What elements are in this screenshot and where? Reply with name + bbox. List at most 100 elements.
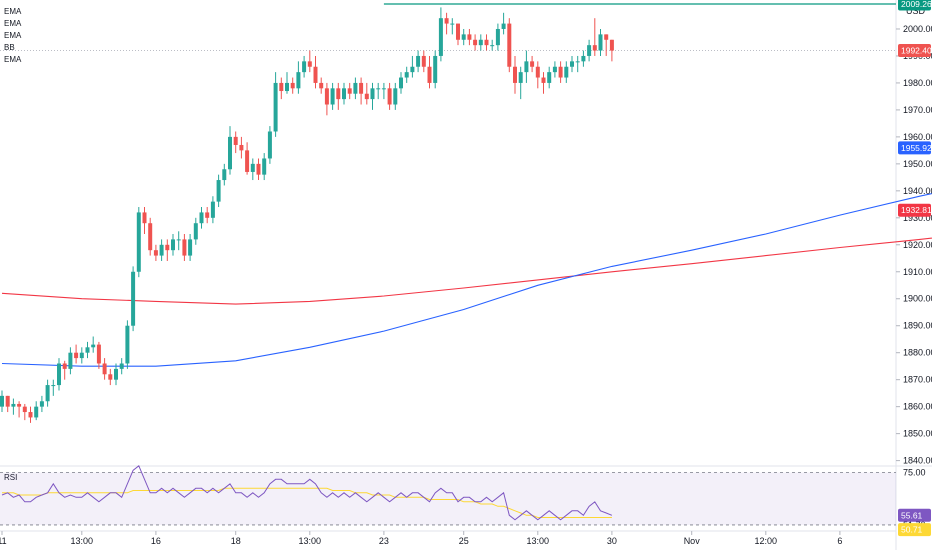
last-price-badge-text: 1992.40 [901,46,932,56]
rsi-band [0,472,896,526]
indicator-label[interactable]: EMA [4,31,22,40]
candle [461,28,466,46]
candle-body [552,66,557,73]
indicator-label[interactable]: BB [4,43,15,52]
candle [609,39,614,62]
price-tick-label: 1980.00 [903,78,932,88]
ema-blue-line [1,192,932,367]
candle-body [467,34,472,40]
rsi-layer [1,465,613,521]
candle [410,55,415,78]
candle-body [193,223,198,240]
candle [57,358,61,391]
candle [102,358,107,380]
time-tick-label: 6 [837,536,842,546]
candle-body [547,72,552,83]
candle-body [5,395,10,407]
candle [421,50,426,73]
indicator-legend: EMA EMA EMA BB EMA [4,7,22,64]
candles [0,7,614,423]
candle [393,82,398,110]
candle-body [216,180,221,202]
candle [564,61,569,83]
candle-body [62,363,67,369]
candle [592,18,597,56]
candle [552,61,557,78]
candle-body [188,239,193,256]
candle [45,379,50,407]
candle [267,126,272,164]
candle [290,77,295,94]
candle-body [131,271,136,326]
candle [450,18,455,35]
candle-body [444,18,449,24]
rsi-ma-badge-bg [898,523,931,537]
indicator-label[interactable]: EMA [4,19,22,28]
candle-body [114,368,118,380]
candle-body [210,201,215,218]
candle-body [364,93,369,100]
candle [438,7,443,62]
candle-body [136,212,141,272]
rsi-ma-badge-text: 50.71 [901,525,923,535]
time-tick-label: 12:00 [755,536,778,546]
price-tick-label: 1920.00 [903,240,932,250]
candle-body [609,39,614,51]
last-price-badge: 1992.40 [898,44,932,58]
candle [495,23,500,51]
price-tick-label: 1840.00 [903,456,932,466]
candle-body [524,61,529,73]
candle [233,131,238,154]
candle-body [222,169,227,181]
candle [376,82,381,100]
price-tick-label: 1870.00 [903,375,932,385]
candle-body [592,45,597,51]
indicator-label[interactable]: EMA [4,55,22,64]
candle [256,158,261,181]
candle [22,403,27,421]
candle-body [182,239,187,256]
candle [381,82,386,100]
candle-body [604,34,609,40]
indicator-label[interactable]: EMA [4,7,22,16]
candle [91,336,96,353]
time-tick-label: Nov [684,536,701,546]
candle-body [17,403,22,407]
candle [159,239,164,261]
candle-body [404,72,409,78]
candle [39,395,44,413]
candle-body [250,163,255,172]
candle-body [239,144,244,151]
candle-body [153,250,158,256]
candle [404,66,409,83]
price-tick-label: 2000.00 [903,24,932,34]
candle-body [461,34,466,40]
candle-body [478,39,483,46]
candle-body [165,244,170,251]
candle [182,234,187,261]
candle [188,234,193,261]
candle-body [267,131,272,159]
candle [262,153,267,181]
candle-body [279,82,284,92]
candle-body [399,77,403,89]
candle [416,50,421,73]
candle [501,12,506,35]
rsi-pane-label[interactable]: RSI [4,473,17,482]
rsi-line [1,465,613,521]
candle [125,320,130,369]
candle [313,55,318,89]
candle [245,142,250,175]
candle [484,34,489,51]
candle [433,50,438,89]
rsi-ma-badge: 50.71 [898,523,931,537]
candle-body [581,55,586,62]
candle-body [393,88,398,105]
price-tick-label: 1970.00 [903,105,932,115]
candle [370,82,375,110]
candle [364,82,369,105]
candle [68,347,73,375]
candle [547,66,552,89]
